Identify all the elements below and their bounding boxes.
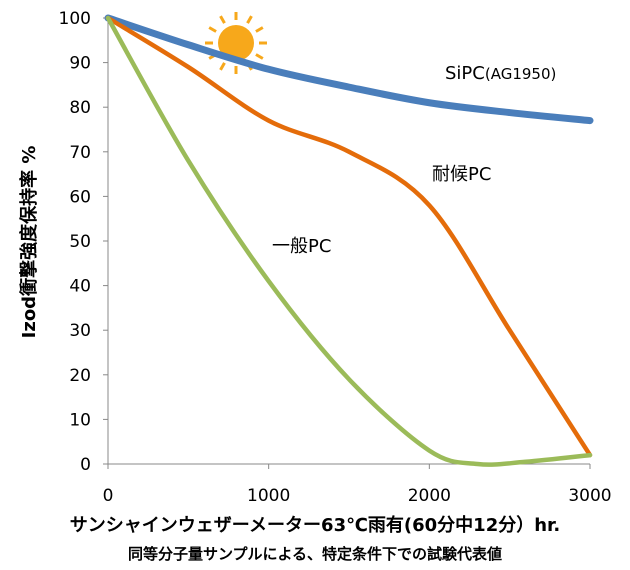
y-tick-label: 40 xyxy=(69,277,91,297)
chart-note: 同等分子量サンプルによる、特定条件下での試験代表値 xyxy=(127,545,503,563)
y-axis-label: Izod衝撃強度保持率 % xyxy=(18,146,40,339)
sun-ray xyxy=(255,26,264,33)
y-tick-label: 20 xyxy=(69,366,91,386)
sun-ray xyxy=(246,15,253,24)
y-tick-label: 10 xyxy=(69,410,91,430)
y-tick-label: 90 xyxy=(69,54,91,74)
x-tick-label: 3000 xyxy=(568,486,611,506)
series-line xyxy=(105,15,593,467)
x-tick-label: 1000 xyxy=(247,486,290,506)
x-axis-label: サンシャインウェザーメーター63℃雨有(60分中12分）hr. xyxy=(69,515,561,536)
y-tick-label: 70 xyxy=(69,143,91,163)
sun-ray xyxy=(255,53,264,60)
x-tick-label: 2000 xyxy=(408,486,451,506)
series-label-sipc-sub: (AG1950) xyxy=(485,65,557,83)
y-tick-label: 60 xyxy=(69,187,91,207)
y-tick-label: 30 xyxy=(69,321,91,341)
y-tick-label: 80 xyxy=(69,98,91,118)
series-line xyxy=(104,14,594,125)
y-tick-label: 0 xyxy=(80,455,91,475)
y-tick-label: 100 xyxy=(59,9,91,29)
x-tick-label: 0 xyxy=(103,486,114,506)
series-label-sipc: SiPC(AG1950) xyxy=(445,63,556,84)
series-label-general-pc: 一般PC xyxy=(272,236,331,257)
sun-disc xyxy=(218,25,254,61)
series-label-weather-pc: 耐候PC xyxy=(432,164,491,185)
sun-ray xyxy=(219,15,226,24)
series-line xyxy=(105,15,593,458)
sun-ray xyxy=(219,62,226,71)
y-tick-label: 50 xyxy=(69,232,91,252)
sun-ray xyxy=(208,26,217,33)
